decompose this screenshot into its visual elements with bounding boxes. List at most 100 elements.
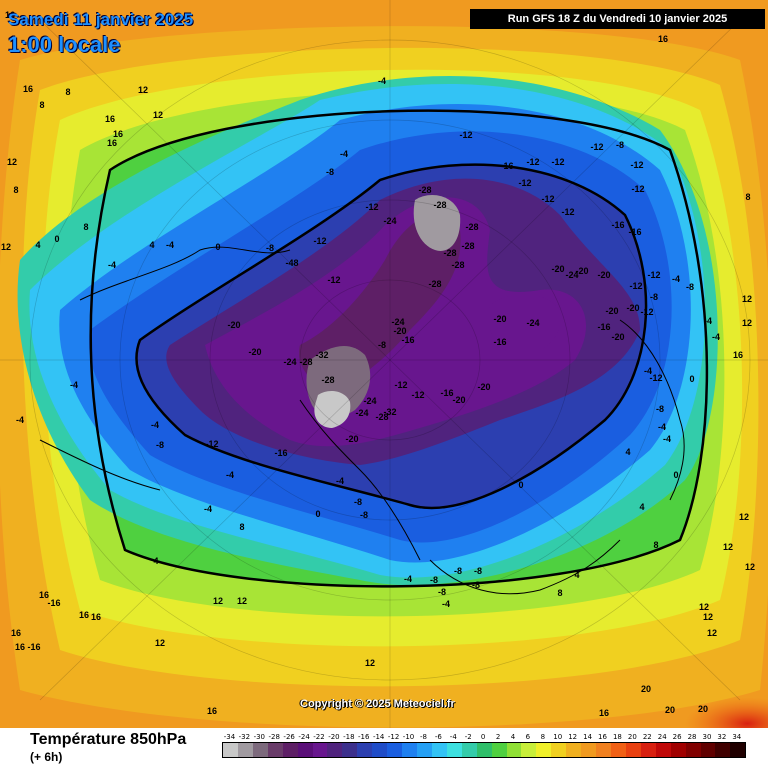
scale-label: 12: [568, 733, 578, 741]
scale-swatch: [566, 743, 582, 757]
scale-label: 32: [717, 733, 727, 741]
isotherm-label: -4: [108, 260, 116, 270]
isotherm-label: -4: [204, 504, 212, 514]
isotherm-label: -8: [360, 510, 368, 520]
isotherm-label: 20: [641, 684, 651, 694]
isotherm-label: 0: [215, 242, 220, 252]
scale-swatch: [700, 743, 716, 757]
scale-swatch: [312, 743, 328, 757]
isotherm-label: -8: [656, 404, 664, 414]
isotherm-label: -20: [611, 332, 624, 342]
isotherm-label: 20: [665, 705, 675, 715]
isotherm-label: -8: [326, 167, 334, 177]
scale-label: -16: [358, 733, 370, 741]
band-minus32: [299, 213, 461, 390]
isotherm-label: 0: [689, 374, 694, 384]
isotherm-label: -8: [454, 566, 462, 576]
isotherm-label: -24: [383, 216, 396, 226]
isotherm-label: 16: [15, 642, 25, 652]
scale-label: -30: [253, 733, 266, 741]
scale-swatch: [536, 743, 552, 757]
isotherm-label: 12: [742, 294, 752, 304]
isotherm-label: -12: [561, 207, 574, 217]
isotherm-label: -16: [493, 337, 506, 347]
isotherm-label: -12: [551, 157, 564, 167]
scale-label: -14: [372, 733, 385, 741]
isotherm-label: -8: [686, 282, 694, 292]
scale-label: 22: [642, 733, 652, 741]
scale-swatch: [730, 743, 746, 757]
scale-label: -28: [268, 733, 280, 741]
isotherm-label: 12: [703, 612, 713, 622]
isotherm-label: -12: [327, 275, 340, 285]
scale-swatch: [446, 743, 462, 757]
isotherm-label: 16: [207, 706, 217, 716]
scale-swatch: [685, 743, 701, 757]
isotherm-label: -20: [393, 326, 406, 336]
isotherm-label: -12: [631, 184, 644, 194]
isotherm-label: -4: [166, 240, 174, 250]
scale-swatch: [596, 743, 611, 757]
isotherm-label: -12: [518, 178, 531, 188]
scale-swatch: [237, 743, 253, 757]
scale-swatch: [476, 743, 492, 757]
isotherm-label: -12: [313, 236, 326, 246]
scale-swatch: [342, 743, 358, 757]
isotherm-label: -4: [704, 316, 712, 326]
isotherm-label: -12: [630, 160, 643, 170]
isotherm-label: -28: [461, 241, 474, 251]
isotherm-label: 12: [707, 628, 717, 638]
scale-swatch: [252, 743, 268, 757]
isotherm-label: -28: [428, 279, 441, 289]
isotherm-label: 16: [658, 34, 668, 44]
legend-footer: Température 850hPa (+ 6h) -34 -32 -30 -28 -2…: [0, 728, 768, 768]
isotherm-label: -4: [672, 274, 680, 284]
isotherm-label: -4: [404, 574, 412, 584]
color-scale: -34 -32 -30 -28 -26 -24 -22 -20 -18 -16 -14 -12 -10-…: [222, 732, 752, 758]
isotherm-label: 12: [742, 318, 752, 328]
scale-swatch: [402, 743, 417, 757]
isotherm-label: 8: [239, 522, 244, 532]
scale-label: 0: [480, 733, 486, 741]
scale-label: 16: [598, 733, 607, 741]
scale-swatch: [610, 743, 626, 757]
isotherm-label: -24: [526, 318, 539, 328]
isotherm-label: -24: [363, 396, 376, 406]
isotherm-label: 16: [39, 590, 49, 600]
isotherm-label: -28: [418, 185, 431, 195]
isotherm-label: -28: [443, 248, 456, 258]
isotherm-label: 8: [557, 588, 562, 598]
isotherm-label: -8: [474, 566, 482, 576]
scale-swatch: [491, 743, 507, 757]
scale-label: 6: [525, 733, 531, 741]
scale-swatch: [387, 743, 403, 757]
isotherm-label: -16: [440, 388, 453, 398]
isotherm-label: 0: [315, 509, 320, 519]
isotherm-label: -12: [649, 373, 662, 383]
isotherm-label: 12: [1, 242, 11, 252]
isotherm-label: 4: [625, 447, 630, 457]
isotherm-0: [89, 109, 709, 588]
isotherm-label: -16: [47, 598, 60, 608]
isotherm-label: 16: [91, 612, 101, 622]
graticule: [0, 0, 768, 728]
isotherm-label: 16: [23, 84, 33, 94]
isotherm-label: 12: [153, 110, 163, 120]
scale-swatch: [625, 743, 641, 757]
isotherm-label: -8: [266, 243, 274, 253]
scale-label: -12: [387, 733, 400, 741]
isotherm-label: 16: [79, 610, 89, 620]
scale-label: -26: [283, 733, 295, 741]
isotherm-label: 12: [138, 85, 148, 95]
scale-swatch: [640, 743, 656, 757]
scale-label: -20: [328, 733, 340, 741]
isotherm-label: -20: [575, 266, 588, 276]
isotherm-label: 12: [745, 562, 755, 572]
isotherm-label: -32: [383, 407, 396, 417]
forecast-date: Samedi 11 janvier 2025: [8, 10, 194, 29]
isotherm-label: 20: [698, 704, 708, 714]
scale-swatch: [551, 743, 567, 757]
scale-label: 8: [540, 733, 546, 741]
cold-pocket-siberia: [488, 294, 561, 355]
